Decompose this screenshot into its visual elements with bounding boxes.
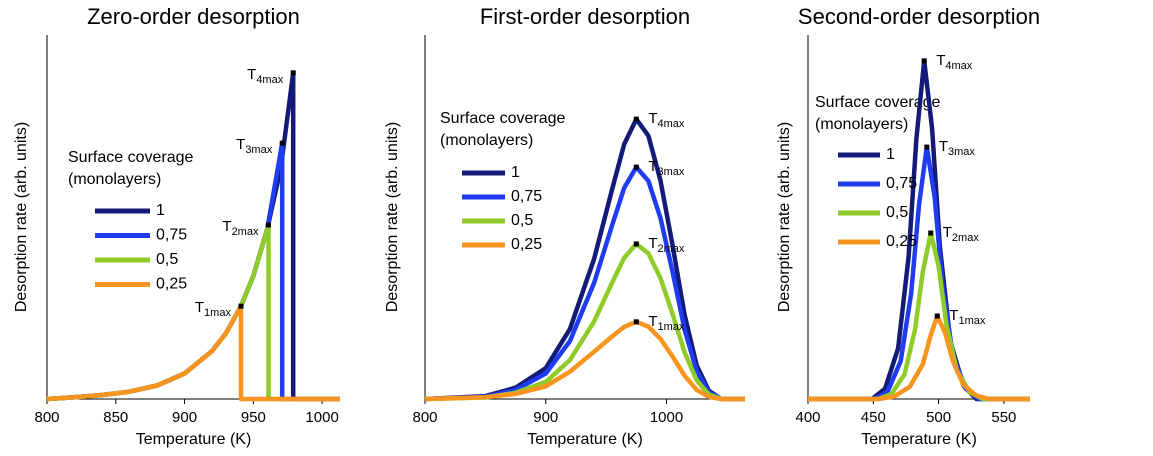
peak-label-base: T [195,299,204,316]
legend-label: 0,75 [511,188,542,205]
legend-label: 0,75 [886,175,917,192]
peak-label: T1max [949,307,986,327]
peak-label-sub: 3max [657,166,684,178]
peak-label: T3max [939,138,976,158]
legend-label: 1 [886,146,895,163]
x-axis-label: Temperature (K) [527,431,643,448]
legend-title: (monolayers) [68,171,161,188]
panel: Second-order desorption 400 450 500 550 Tempe… [776,4,1040,448]
data-line [46,70,340,402]
peak-label-sub: 2max [952,232,979,244]
y-axis-label: Desorption rate (arb. units) [13,122,30,312]
x-axis-label: Temperature (K) [136,431,252,448]
peak-label: T4max [936,52,973,72]
x-tick-label: 800 [412,409,437,426]
peak-label-sub: 3max [948,146,975,158]
peak-label: T1max [648,313,685,333]
peak-label: T1max [195,299,232,319]
y-axis-label: Desorption rate (arb. units) [384,122,401,312]
x-tick-label: 950 [241,409,266,426]
peak-label-base: T [648,313,657,330]
peak-marker [633,319,639,325]
x-tick-label: 800 [34,409,59,426]
x-axis-label: Temperature (K) [861,431,977,448]
peak-label-base: T [648,158,657,175]
peak-label-sub: 2max [657,243,684,255]
peak-label-sub: 4max [657,118,684,130]
legend-label: 0,5 [156,251,178,268]
peak-label-base: T [936,52,945,69]
legend-label: 0,25 [886,233,917,250]
x-tick-label: 900 [533,409,558,426]
peak-label-base: T [247,66,256,83]
peak-marker [290,70,296,76]
x-tick-label: 850 [103,409,128,426]
x-tick-label: 900 [172,409,197,426]
chart-title: First-order desorption [480,4,690,29]
peak-label: T2max [222,218,259,238]
peak-marker [924,144,930,150]
legend-label: 1 [511,164,520,181]
peak-label-sub: 4max [945,60,972,72]
x-tick-label: 450 [861,409,886,426]
data-line [424,241,745,402]
peak-label-base: T [236,136,245,153]
peak-marker [633,164,639,170]
peak-label-sub: 3max [245,144,272,156]
peak-marker [633,241,639,247]
legend-label: 1 [156,202,165,219]
peak-marker [921,58,927,64]
peak-label-sub: 1max [204,307,231,319]
legend-label: 0,75 [156,227,187,244]
peak-label: T2max [943,224,980,244]
x-tick-label: 500 [926,409,951,426]
peak-label: T4max [247,66,284,86]
peak-marker [934,313,940,319]
x-tick-label: 550 [991,409,1016,426]
legend-title: Surface coverage [815,94,941,111]
data-line [46,222,340,402]
peak-marker [928,230,934,236]
peak-label-sub: 4max [256,74,283,86]
peak-marker [633,116,639,122]
peak-marker [238,303,244,309]
legend-title: Surface coverage [68,149,194,166]
legend-label: 0,5 [886,204,908,221]
legend-label: 0,25 [156,276,187,293]
legend-label: 0,5 [511,212,533,229]
peak-label-base: T [939,138,948,155]
peak-label-sub: 1max [657,321,684,333]
peak-label-base: T [943,224,952,241]
y-axis-label: Desorption rate (arb. units) [776,122,793,312]
legend-title: Surface coverage [440,110,566,127]
panel: Zero-order desorption 800 850 900 950 1000 Tem… [13,4,340,448]
x-tick-label: 1000 [305,409,338,426]
legend-label: 0,25 [511,236,542,253]
legend-title: (monolayers) [440,132,533,149]
peak-marker [265,222,271,228]
data-line [46,303,340,402]
peak-label-base: T [222,218,231,235]
data-line [808,313,1030,402]
peak-label-base: T [949,307,958,324]
chart-title: Zero-order desorption [87,4,300,29]
peak-label-sub: 2max [232,226,259,238]
peak-label: T3max [648,158,685,178]
peak-label: T3max [236,136,273,156]
peak-label: T2max [648,235,685,255]
x-tick-label: 400 [795,409,820,426]
peak-label-base: T [648,235,657,252]
chart-title: Second-order desorption [798,4,1040,29]
legend-title: (monolayers) [815,116,908,133]
peak-label-base: T [648,110,657,127]
x-tick-label: 1000 [650,409,683,426]
peak-marker [279,140,285,146]
panel: First-order desorption 800 900 1000 Temperat… [384,4,745,448]
peak-label-sub: 1max [958,315,985,327]
peak-label: T4max [648,110,685,130]
